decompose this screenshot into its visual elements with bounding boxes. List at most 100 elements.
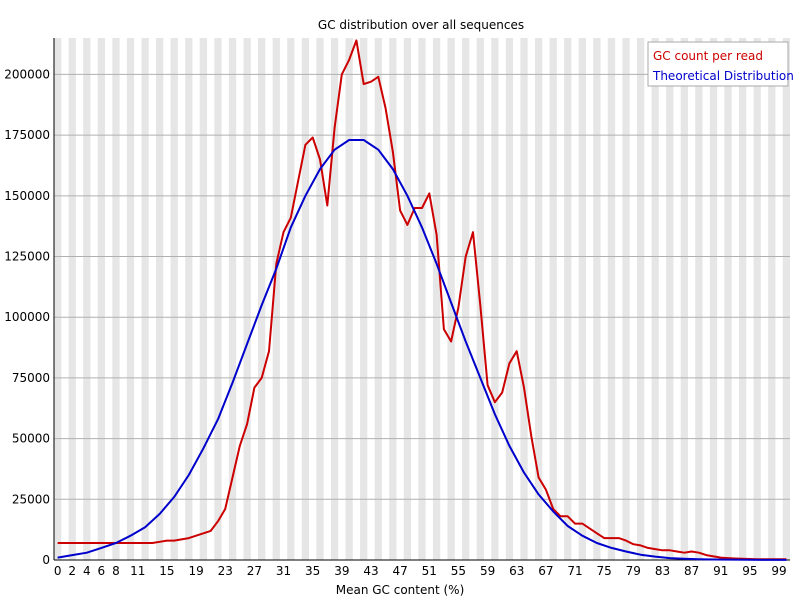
x-tick-label: 15 bbox=[159, 564, 174, 578]
band-2 bbox=[68, 38, 76, 560]
x-tick-label: 11 bbox=[130, 564, 145, 578]
band-12 bbox=[141, 38, 149, 560]
y-tick-label: 50000 bbox=[12, 432, 50, 446]
band-22 bbox=[214, 38, 222, 560]
band-20 bbox=[199, 38, 208, 560]
band-88 bbox=[695, 38, 703, 560]
band-38 bbox=[330, 38, 339, 560]
band-14 bbox=[156, 38, 164, 560]
band-18 bbox=[185, 38, 193, 560]
x-tick-label: 99 bbox=[771, 564, 786, 578]
y-tick-label: 200000 bbox=[4, 67, 50, 81]
band-66 bbox=[534, 38, 543, 560]
band-86 bbox=[680, 38, 688, 560]
band-96 bbox=[753, 38, 761, 560]
chart-title: GC distribution over all sequences bbox=[318, 18, 524, 32]
vertical-bands bbox=[54, 38, 790, 560]
x-tick-label: 63 bbox=[509, 564, 524, 578]
band-4 bbox=[83, 38, 91, 560]
band-54 bbox=[447, 38, 455, 560]
band-26 bbox=[243, 38, 251, 560]
band-72 bbox=[578, 38, 586, 560]
band-16 bbox=[170, 38, 178, 560]
y-tick-label: 25000 bbox=[12, 492, 50, 506]
y-tick-label: 75000 bbox=[12, 371, 50, 385]
x-tick-label: 47 bbox=[392, 564, 407, 578]
x-tick-label: 6 bbox=[98, 564, 106, 578]
band-40 bbox=[345, 38, 353, 560]
band-78 bbox=[622, 38, 630, 560]
x-tick-label: 79 bbox=[626, 564, 641, 578]
x-tick-label: 83 bbox=[655, 564, 670, 578]
x-tick-label: 59 bbox=[480, 564, 495, 578]
band-62 bbox=[505, 38, 514, 560]
x-tick-label: 0 bbox=[54, 564, 62, 578]
band-44 bbox=[374, 38, 382, 560]
axes bbox=[53, 38, 790, 561]
x-tick-label: 51 bbox=[422, 564, 437, 578]
band-30 bbox=[272, 38, 280, 560]
band-50 bbox=[418, 38, 426, 560]
x-axis-label: Mean GC content (%) bbox=[336, 583, 465, 597]
x-tick-label: 43 bbox=[363, 564, 378, 578]
band-42 bbox=[360, 38, 368, 560]
x-tick-label: 27 bbox=[247, 564, 262, 578]
band-60 bbox=[491, 38, 499, 560]
band-80 bbox=[636, 38, 645, 560]
y-tick-label: 125000 bbox=[4, 250, 50, 264]
legend: GC count per read Theoretical Distributi… bbox=[647, 41, 794, 87]
x-tick-label: 35 bbox=[305, 564, 320, 578]
band-32 bbox=[287, 38, 295, 560]
y-tick-label: 175000 bbox=[4, 128, 50, 142]
band-6 bbox=[97, 38, 106, 560]
y-tick-label: 100000 bbox=[4, 310, 50, 324]
x-tick-label: 23 bbox=[218, 564, 233, 578]
band-52 bbox=[432, 38, 441, 560]
x-tick-label: 4 bbox=[83, 564, 91, 578]
band-70 bbox=[564, 38, 572, 560]
band-28 bbox=[258, 38, 266, 560]
series-line-1 bbox=[57, 139, 787, 561]
x-tick-label: 95 bbox=[742, 564, 757, 578]
x-tick-label: 87 bbox=[684, 564, 699, 578]
band-98 bbox=[768, 38, 776, 560]
x-tick-label: 71 bbox=[567, 564, 582, 578]
y-tick-label: 150000 bbox=[4, 189, 50, 203]
band-46 bbox=[389, 38, 397, 560]
x-tick-label: 2 bbox=[68, 564, 76, 578]
band-56 bbox=[462, 38, 470, 560]
band-74 bbox=[593, 38, 601, 560]
series-line-0 bbox=[57, 39, 787, 561]
x-tick-label: 75 bbox=[597, 564, 612, 578]
x-tick-label: 39 bbox=[334, 564, 349, 578]
band-24 bbox=[228, 38, 237, 560]
series-lines bbox=[57, 39, 787, 561]
legend-item-theoretical: Theoretical Distribution bbox=[652, 69, 794, 83]
legend-item-gc-count: GC count per read bbox=[653, 49, 763, 63]
band-90 bbox=[709, 38, 718, 560]
y-tick-labels: 0 25000 50000 75000 100000 125000 150000 175000… bbox=[4, 67, 50, 567]
x-tick-label: 31 bbox=[276, 564, 291, 578]
band-100 bbox=[782, 38, 790, 560]
band-8 bbox=[112, 38, 120, 560]
band-10 bbox=[126, 38, 135, 560]
band-76 bbox=[607, 38, 616, 560]
band-84 bbox=[666, 38, 674, 560]
x-tick-label: 55 bbox=[451, 564, 466, 578]
band-64 bbox=[520, 38, 528, 560]
y-tick-label: 0 bbox=[42, 553, 50, 567]
x-tick-label: 8 bbox=[112, 564, 120, 578]
band-48 bbox=[403, 38, 412, 560]
band-36 bbox=[316, 38, 324, 560]
band-34 bbox=[301, 38, 310, 560]
band-0 bbox=[54, 38, 62, 560]
x-tick-label: 19 bbox=[188, 564, 203, 578]
x-tick-label: 67 bbox=[538, 564, 553, 578]
legend-box bbox=[647, 41, 789, 87]
band-68 bbox=[549, 38, 557, 560]
x-tick-label: 91 bbox=[713, 564, 728, 578]
band-94 bbox=[738, 38, 747, 560]
